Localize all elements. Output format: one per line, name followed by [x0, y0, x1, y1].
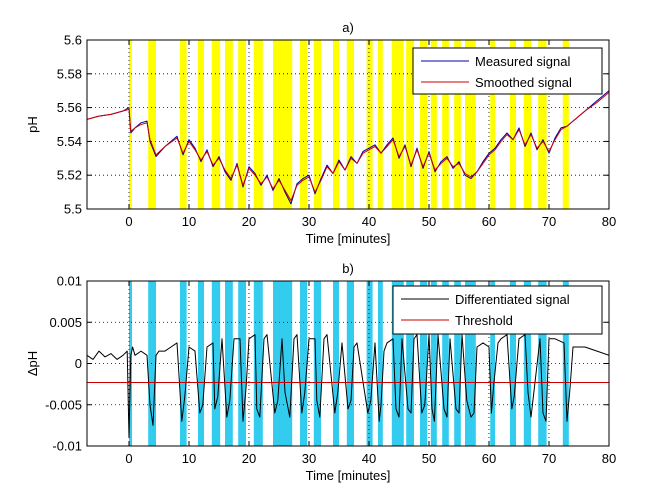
highlight-band [238, 281, 246, 446]
x-tick-label: 40 [362, 451, 376, 466]
highlight-band [378, 40, 383, 209]
highlight-band [366, 40, 373, 209]
highlight-band [346, 281, 354, 446]
x-tick-label: 30 [302, 214, 316, 229]
highlight-band [273, 40, 293, 209]
series-line-1 [87, 92, 609, 202]
highlight-band [490, 40, 495, 209]
highlight-band [465, 40, 476, 209]
chart-title: a) [342, 20, 354, 35]
highlight-band [313, 281, 321, 446]
y-tick-label: 5.5 [64, 202, 82, 217]
y-tick-label: 5.6 [64, 33, 82, 48]
chart-title: b) [342, 261, 354, 276]
x-tick-label: 70 [542, 451, 556, 466]
legend-box [392, 285, 603, 335]
highlight-band [313, 40, 321, 209]
highlight-band [420, 40, 428, 209]
series-lines [87, 90, 609, 205]
y-axis-label: ΔpH [25, 351, 40, 376]
highlight-band [465, 281, 476, 446]
legend-box [412, 47, 603, 95]
series-lines [87, 334, 609, 439]
highlight-band [253, 40, 263, 209]
highlight-band [562, 281, 569, 446]
legend-label: Smoothed signal [475, 75, 572, 90]
highlight-band [454, 40, 461, 209]
highlight-band [391, 40, 404, 209]
x-tick-label: 40 [362, 214, 376, 229]
highlight-band [198, 40, 204, 209]
highlight-band [430, 281, 437, 446]
highlight-band [490, 281, 495, 446]
y-axis-label: pH [25, 116, 40, 133]
highlight-band [300, 40, 308, 209]
y-tick-label: 0 [75, 356, 82, 371]
highlight-band [538, 40, 547, 209]
y-tick-label: 0.01 [57, 274, 82, 289]
x-tick-label: 20 [242, 214, 256, 229]
y-tick-label: -0.01 [52, 439, 82, 454]
highlight-band [442, 281, 449, 446]
highlight-band [430, 40, 437, 209]
highlight-bands [129, 40, 569, 209]
highlight-band [148, 281, 156, 446]
legend: Differentiated signal Threshold [392, 285, 603, 335]
y-tick-label: 5.56 [57, 100, 82, 115]
x-axis-label: Time [minutes] [306, 468, 391, 483]
y-tick-label: 5.58 [57, 66, 82, 81]
series-line-0 [87, 334, 609, 439]
x-tick-label: 0 [125, 214, 132, 229]
legend-label: Differentiated signal [455, 292, 570, 307]
highlight-band [366, 281, 373, 446]
x-tick-label: 50 [422, 214, 436, 229]
x-tick-label: 30 [302, 451, 316, 466]
highlight-band [406, 40, 414, 209]
highlight-band [562, 40, 569, 209]
highlight-band [211, 40, 221, 209]
x-tick-label: 0 [125, 451, 132, 466]
x-tick-label: 60 [482, 214, 496, 229]
panel-a-ph-plot: 0 10 20 30 40 50 60 70 80 5.5 5.52 5.54 5.56 5.58 5.6 a… [25, 20, 616, 246]
highlight-band [510, 281, 516, 446]
highlight-band [333, 40, 339, 209]
panel-b-delta-ph-plot: 0 10 20 30 40 50 60 70 80 -0.01 -0.005 0 0.005 0.01 b)… [25, 261, 616, 483]
y-tick-label: 5.52 [57, 168, 82, 183]
highlight-band [198, 281, 204, 446]
highlight-band [523, 40, 531, 209]
highlight-band [510, 40, 516, 209]
x-tick-label: 60 [482, 451, 496, 466]
highlight-band [225, 40, 233, 209]
y-tick-label: 0.005 [49, 315, 82, 330]
highlight-band [225, 281, 233, 446]
x-tick-label: 10 [182, 451, 196, 466]
y-tick-label: -0.005 [45, 397, 82, 412]
x-tick-label: 70 [542, 214, 556, 229]
x-tick-label: 50 [422, 451, 436, 466]
highlight-band [346, 40, 354, 209]
highlight-band [406, 281, 414, 446]
highlight-band [442, 40, 449, 209]
axes-box [86, 39, 610, 210]
highlight-band [538, 281, 547, 446]
x-axis-label: Time [minutes] [306, 231, 391, 246]
highlight-band [253, 281, 263, 446]
x-tick-label: 80 [602, 214, 616, 229]
legend-label: Measured signal [475, 54, 570, 69]
x-tick-label: 10 [182, 214, 196, 229]
x-tick-label: 20 [242, 451, 256, 466]
y-tick-label: 5.54 [57, 134, 82, 149]
highlight-band [378, 281, 383, 446]
x-tick-label: 80 [602, 451, 616, 466]
legend-label: Threshold [455, 313, 513, 328]
legend: Measured signal Smoothed signal [412, 47, 603, 95]
ticks: 0 10 20 30 40 50 60 70 80 5.5 5.52 5.54 5.56 5.58 5.6 [57, 33, 617, 230]
highlight-band [454, 281, 461, 446]
highlight-band [238, 40, 246, 209]
ticks: 0 10 20 30 40 50 60 70 80 -0.01 -0.005 0 0.005 0.01 [45, 274, 616, 467]
highlight-band [180, 40, 187, 209]
highlight-band [148, 40, 156, 209]
